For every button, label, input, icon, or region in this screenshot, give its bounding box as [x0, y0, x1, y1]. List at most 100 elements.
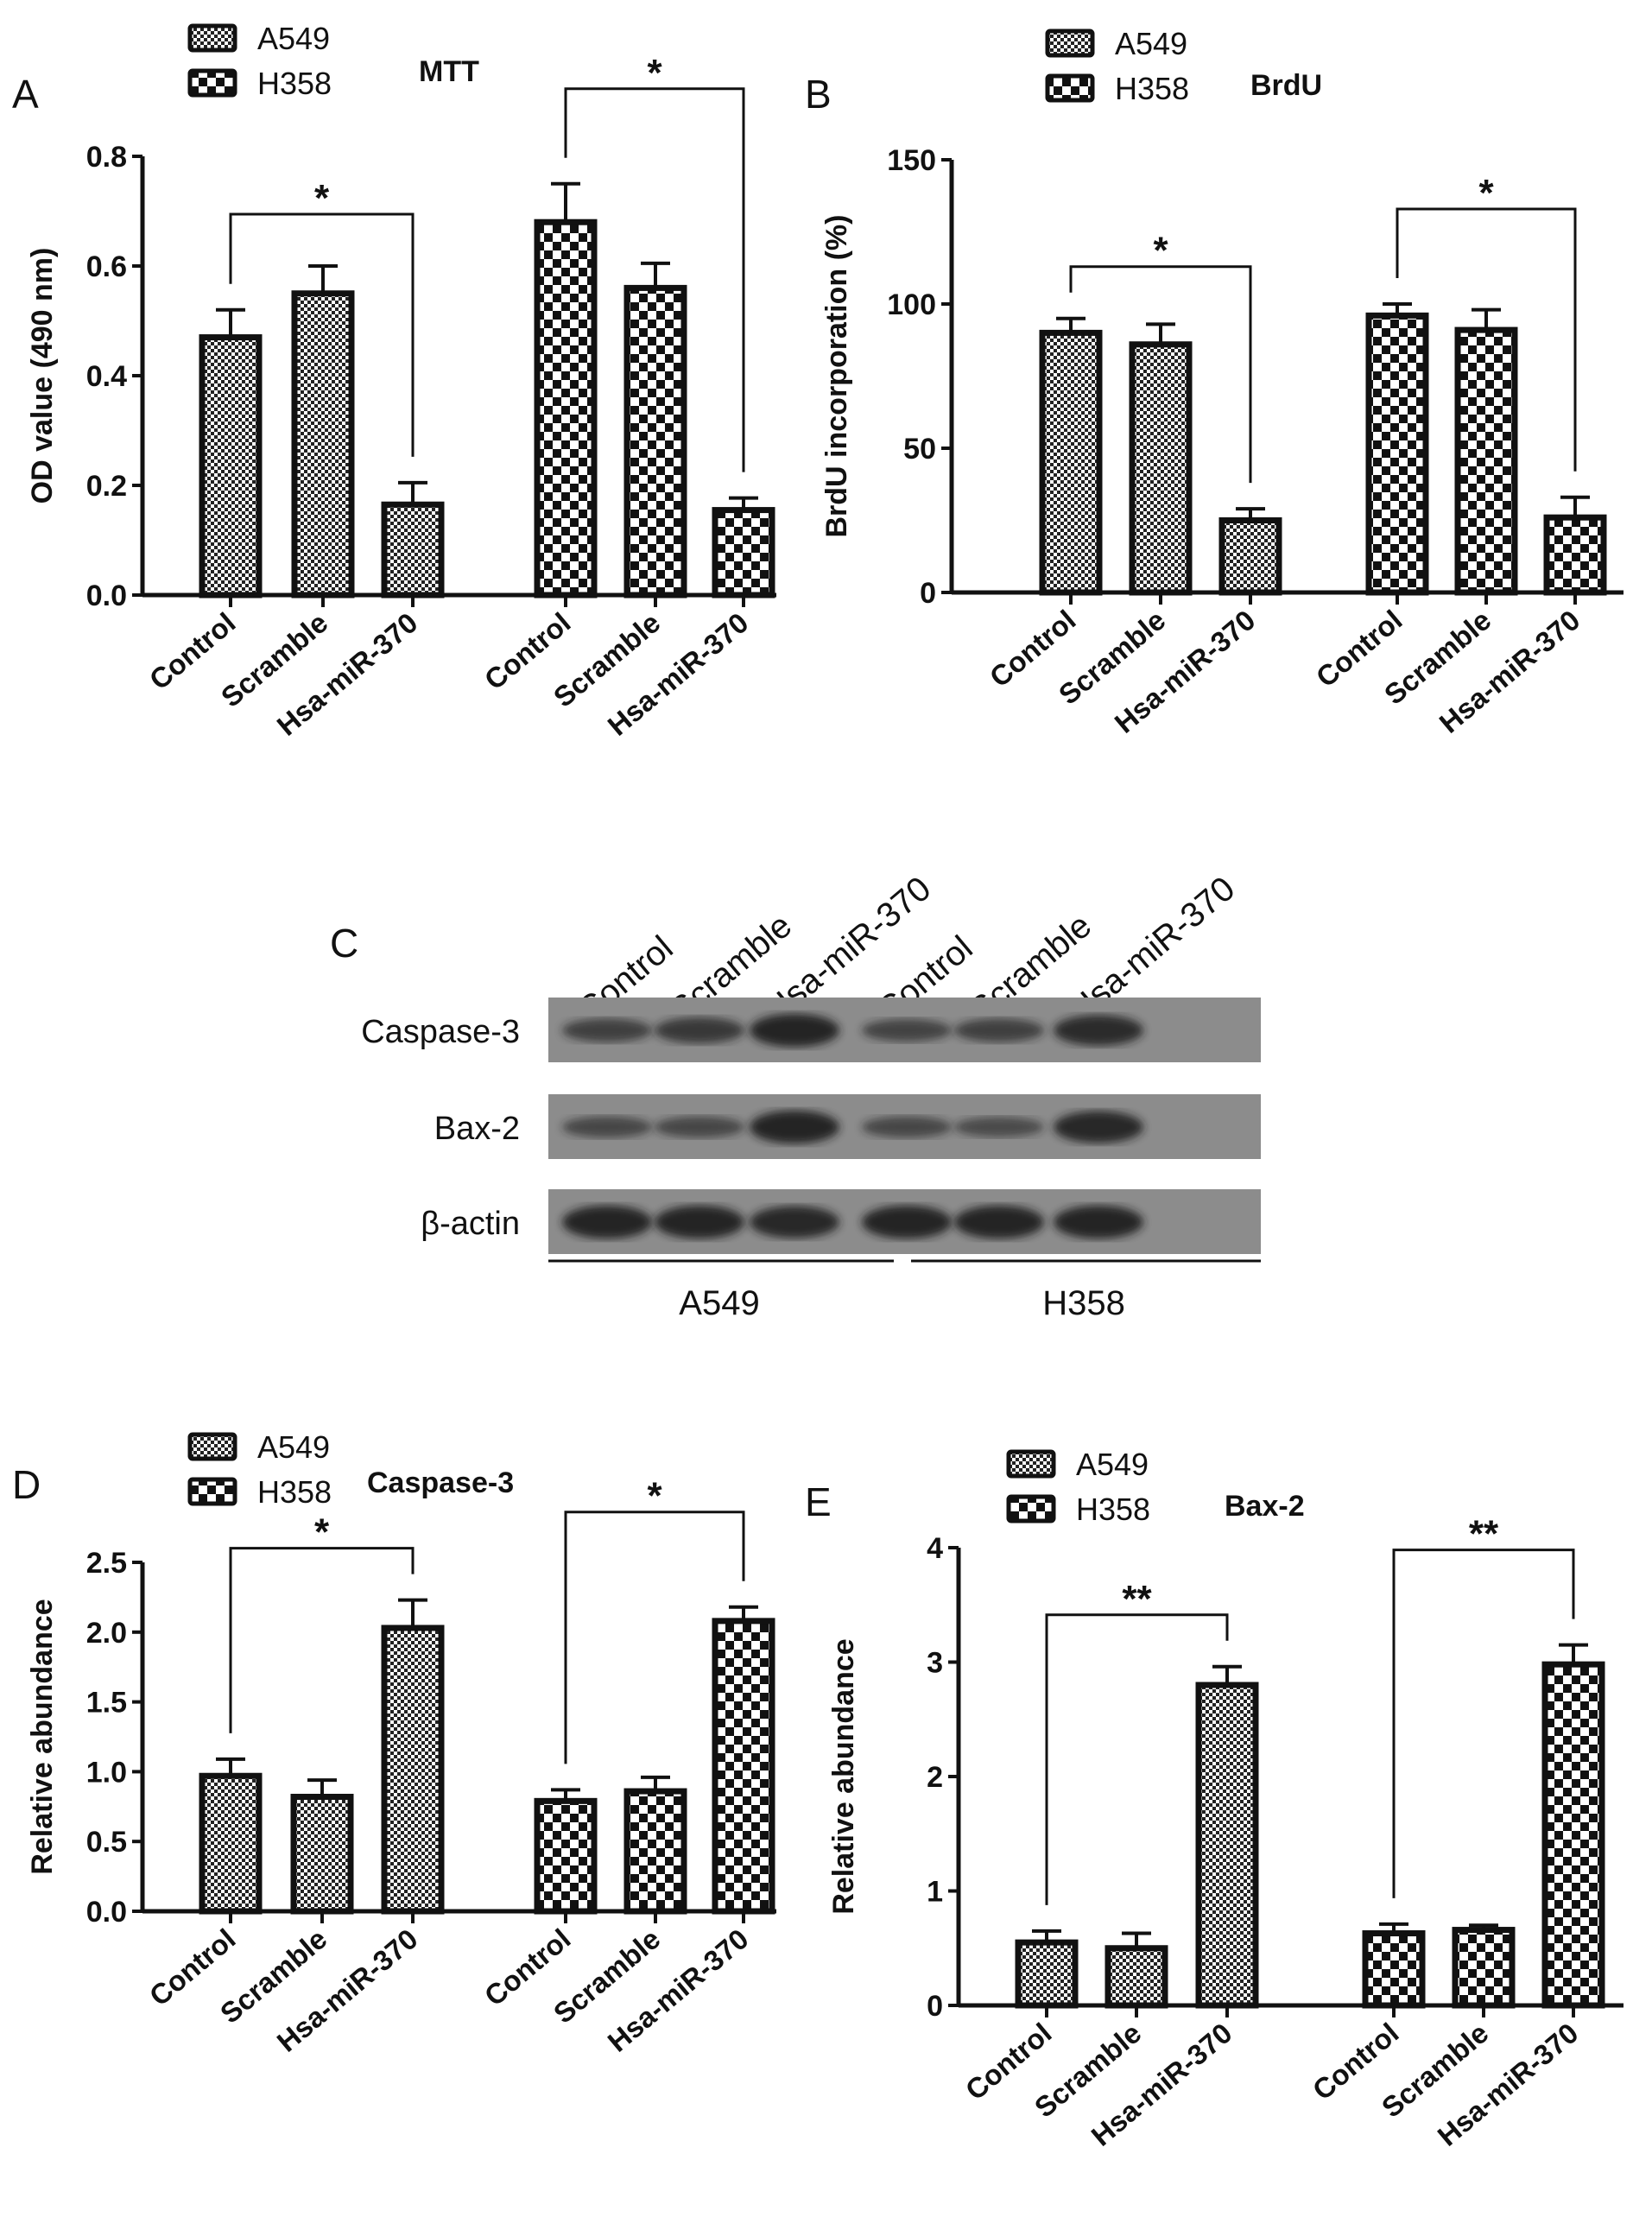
blot-band	[655, 1205, 744, 1239]
blot-band	[750, 1013, 839, 1048]
blot-band	[655, 1017, 744, 1044]
y-tick-label: 0	[927, 1990, 943, 2023]
legend-label: A549	[1115, 26, 1187, 61]
western-blot-panel: C ControlScrambleHsa-miR-370ControlScramb…	[330, 870, 1261, 1322]
y-tick-label: 150	[887, 144, 936, 177]
blot-band	[562, 1205, 652, 1239]
significance-bracket	[1392, 1549, 1575, 1898]
blot-band	[862, 1205, 952, 1239]
y-tick-label: 0.0	[86, 1896, 127, 1929]
blot-band	[750, 1206, 839, 1238]
y-axis-label: Relative abundance	[827, 1638, 860, 1914]
legend-label: H358	[257, 66, 332, 101]
chart-title: Bax-2	[1225, 1490, 1305, 1523]
blot-band	[1054, 1111, 1143, 1143]
legend-swatch	[187, 23, 237, 53]
significance-label: *	[647, 1475, 662, 1517]
significance-label: *	[314, 1511, 330, 1554]
blot-row-label: Bax-2	[434, 1111, 520, 1147]
bar-h358	[712, 1618, 775, 1915]
significance-label: **	[1469, 1513, 1499, 1555]
group-label: A549	[679, 1284, 759, 1322]
y-tick-label: 0.8	[86, 141, 127, 174]
y-tick-label: 100	[887, 288, 936, 321]
significance-bracket	[1045, 1613, 1229, 1905]
legend-swatch	[1006, 1494, 1056, 1523]
y-tick-label: 1.5	[86, 1687, 127, 1720]
legend-label: H358	[1115, 71, 1189, 106]
legend-swatch	[187, 1477, 237, 1506]
y-tick-label: 0	[920, 577, 936, 610]
chart-panel-d: D Caspase-3 A549 H358 0.0 0.5 1.0 1.5 2.0 2.5 Rela…	[12, 1429, 776, 2058]
chart-title: BrdU	[1250, 69, 1322, 102]
bar-a549	[381, 501, 445, 599]
significance-bracket	[564, 1511, 745, 1764]
blot-band	[954, 1117, 1044, 1137]
bar-h358	[623, 284, 687, 599]
blot-band	[750, 1110, 839, 1144]
legend-swatch	[187, 1432, 237, 1461]
y-tick-label: 0.2	[86, 470, 127, 503]
bar-h358	[1541, 1661, 1605, 2009]
bar-a549	[290, 1793, 354, 1915]
blot-band	[954, 1018, 1044, 1042]
panel-letter: E	[805, 1479, 832, 1524]
blot-band	[655, 1116, 744, 1138]
blot-band	[1054, 1015, 1143, 1046]
bar-a549	[1129, 341, 1193, 596]
bar-h358	[1365, 312, 1429, 596]
chart-panel-a: A MTT A549 H358 0.0 0.2 0.4 0.6 0.8 OD value (490…	[12, 21, 776, 742]
significance-label: **	[1122, 1578, 1152, 1620]
bar-a549	[1104, 1945, 1168, 2009]
bar-a549	[381, 1625, 445, 1915]
legend-swatch	[1006, 1449, 1056, 1479]
legend-swatch	[1045, 73, 1095, 103]
group-label: H358	[1042, 1284, 1125, 1322]
legend-label: A549	[1076, 1447, 1149, 1482]
y-axis-label: BrdU incorporation (%)	[820, 215, 853, 538]
bar-h358	[1362, 1930, 1426, 2009]
significance-label: *	[314, 177, 330, 219]
blot-band	[862, 1019, 952, 1042]
bar-a549	[291, 290, 355, 599]
y-tick-label: 0.6	[86, 250, 127, 283]
blot-band	[562, 1116, 652, 1138]
bar-a549	[199, 334, 263, 599]
y-tick-label: 50	[903, 433, 936, 466]
y-tick-label: 2.0	[86, 1617, 127, 1650]
bar-h358	[1452, 1927, 1516, 2009]
chart-panel-b: B BrdU A549 H358 0 50 100 150 BrdU incorporation…	[805, 26, 1624, 739]
bar-h358	[534, 219, 598, 599]
y-axis-label: Relative abundance	[26, 1599, 59, 1874]
y-tick-label: 1.0	[86, 1756, 127, 1789]
blot-row-label: Caspase-3	[361, 1014, 520, 1050]
legend-label: H358	[1076, 1492, 1150, 1527]
blot-band	[1054, 1205, 1143, 1239]
significance-bracket	[564, 87, 745, 472]
bar-a549	[1039, 329, 1103, 596]
bar-h358	[1454, 326, 1518, 596]
legend-label: A549	[257, 1429, 330, 1465]
legend-label: H358	[257, 1474, 332, 1510]
y-tick-label: 0.0	[86, 580, 127, 612]
significance-bracket	[229, 212, 415, 457]
bar-h358	[712, 507, 775, 599]
blot-band	[862, 1116, 952, 1138]
panel-letter: B	[805, 72, 832, 117]
y-tick-label: 3	[927, 1647, 943, 1680]
y-tick-label: 1	[927, 1876, 943, 1909]
bar-h358	[623, 1788, 687, 1915]
y-tick-label: 4	[927, 1532, 943, 1565]
significance-label: *	[1153, 230, 1168, 272]
legend-swatch	[1045, 29, 1095, 58]
legend-label: A549	[257, 21, 330, 56]
panel-letter: D	[12, 1462, 41, 1507]
bar-a549	[199, 1772, 263, 1915]
y-tick-label: 2.5	[86, 1547, 127, 1580]
y-axis-label: OD value (490 nm)	[26, 248, 59, 504]
y-tick-label: 0.4	[86, 360, 127, 393]
chart-title: MTT	[419, 55, 479, 88]
y-tick-label: 0.5	[86, 1826, 127, 1859]
significance-bracket	[1396, 207, 1577, 472]
